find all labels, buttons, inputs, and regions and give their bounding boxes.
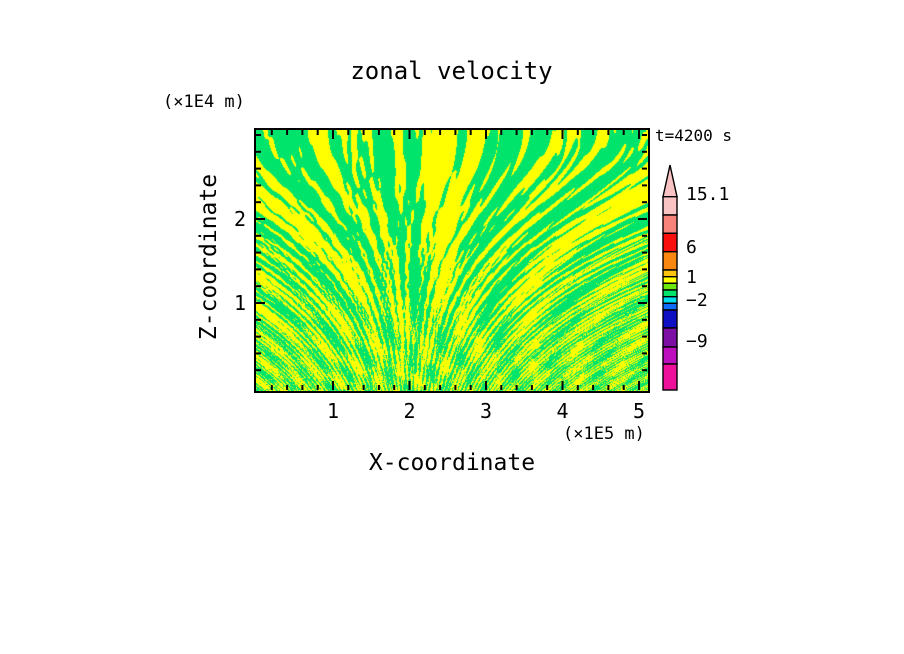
colorbar-band-yellow — [662, 275, 678, 284]
colorbar-band-light-pink — [662, 196, 678, 216]
y-tick-label: 1 — [233, 291, 246, 315]
x-tick-label: 2 — [403, 399, 416, 423]
colorbar-band-orange — [662, 250, 678, 271]
y-tick-label: 2 — [233, 207, 246, 231]
colorbar-label: 6 — [686, 237, 697, 258]
chart-title: zonal velocity — [350, 57, 553, 85]
x-tick-label: 1 — [326, 399, 340, 423]
x-tick-label: 4 — [556, 399, 569, 423]
colorbar-band-blue — [662, 302, 678, 311]
colorbar-band-violet — [662, 346, 678, 365]
colorbar-label: 1 — [686, 267, 697, 288]
colorbar-label: −9 — [686, 331, 708, 352]
colorbar-band-purple — [662, 327, 678, 348]
x-axis-unit: (×1E5 m) — [563, 424, 645, 444]
colorbar-band-gold — [662, 269, 678, 278]
plot-border — [254, 128, 650, 393]
time-annotation: t=4200 s — [655, 126, 733, 145]
colorbar-band-chartreuse — [662, 282, 678, 291]
x-tick-label: 5 — [632, 399, 646, 423]
colorbar-band-green — [662, 289, 678, 298]
plot-frame — [254, 128, 650, 393]
colorbar-band-red — [662, 232, 678, 253]
y-axis-title: Z-coordinate — [196, 173, 222, 341]
colorbar-arrow — [662, 164, 678, 198]
x-axis-title: X-coordinate — [368, 450, 536, 476]
colorbar-band-navy — [662, 309, 678, 329]
x-tick-label: 3 — [479, 399, 493, 423]
colorbar-band-cyan — [662, 295, 678, 304]
y-axis-unit: (×1E4 m) — [163, 92, 245, 112]
colorbar — [662, 164, 678, 391]
colorbar-band-magenta — [662, 363, 678, 391]
contour-field-canvas — [256, 130, 648, 391]
colorbar-label: −2 — [686, 290, 708, 311]
colorbar-label: 15.1 — [686, 184, 730, 205]
colorbar-band-salmon — [662, 214, 678, 234]
